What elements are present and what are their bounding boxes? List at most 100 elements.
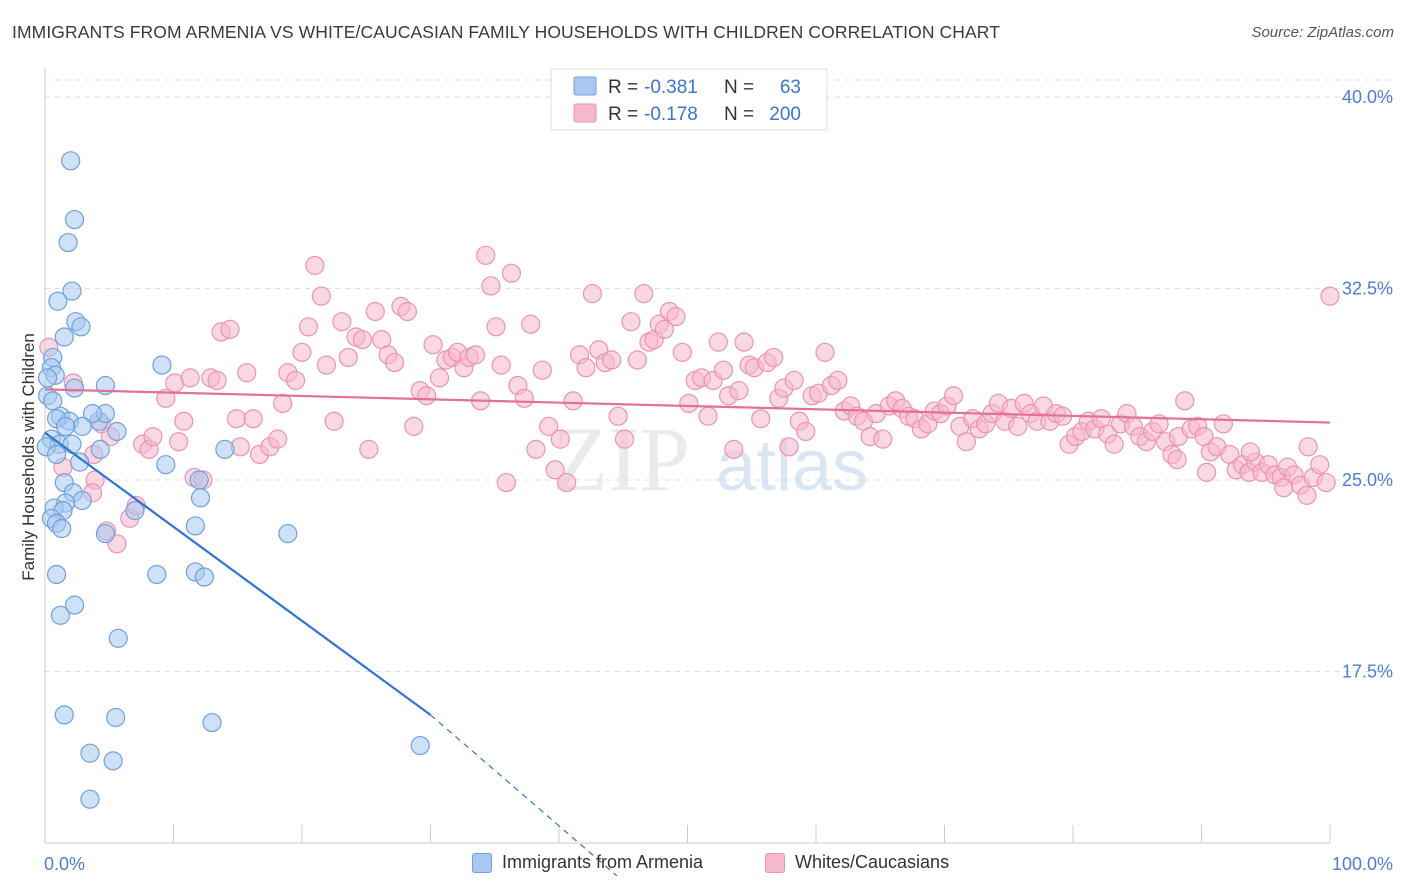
pink-point bbox=[713, 360, 734, 380]
legend-blue-swatch bbox=[573, 76, 597, 96]
legend-pink-r-value: -0.178 bbox=[644, 104, 698, 125]
blue-point bbox=[189, 470, 209, 490]
blue-point bbox=[80, 743, 100, 763]
pink-point bbox=[1316, 472, 1336, 493]
pink-point bbox=[729, 381, 749, 401]
pink-point bbox=[220, 319, 240, 339]
blue-point bbox=[194, 567, 214, 587]
legend-swatch-blue bbox=[472, 852, 492, 873]
pink-point bbox=[1167, 449, 1187, 470]
pink-point bbox=[1175, 391, 1195, 411]
pink-point bbox=[476, 245, 496, 265]
pink-point bbox=[496, 472, 516, 493]
blue-point bbox=[50, 605, 71, 625]
blue-point bbox=[43, 391, 63, 411]
legend-pink-swatch bbox=[573, 103, 597, 123]
pink-point bbox=[873, 429, 893, 449]
blue-point bbox=[185, 516, 205, 536]
pink-point bbox=[143, 426, 163, 447]
blue-trend-extension bbox=[430, 714, 618, 877]
pink-point bbox=[332, 312, 352, 332]
pink-point bbox=[243, 409, 263, 429]
legend-pink-n-value: 200 bbox=[769, 104, 801, 125]
pink-point bbox=[563, 391, 583, 411]
blue-point bbox=[54, 705, 74, 725]
y-tick-label: 25.0% bbox=[1342, 470, 1393, 490]
pink-point bbox=[614, 429, 635, 449]
legend-blue-n-label: N = bbox=[724, 77, 754, 98]
trend-lines bbox=[44, 388, 1331, 877]
pink-point bbox=[608, 406, 628, 426]
y-tick-label: 17.5% bbox=[1342, 662, 1393, 682]
pink-point bbox=[521, 314, 541, 334]
blue-point bbox=[107, 421, 127, 442]
legend-item-armenia: Immigrants from Armenia bbox=[472, 852, 703, 873]
pink-point bbox=[532, 360, 552, 380]
pink-point bbox=[1274, 478, 1294, 498]
blue-point bbox=[156, 455, 176, 475]
pink-point bbox=[779, 437, 799, 457]
blue-point bbox=[64, 209, 85, 230]
pink-point bbox=[465, 345, 486, 365]
pink-point bbox=[501, 263, 522, 283]
pink-point bbox=[1240, 442, 1260, 462]
pink-point bbox=[1197, 462, 1217, 482]
pink-point bbox=[324, 411, 344, 431]
pink-point bbox=[1104, 434, 1124, 454]
pink-point bbox=[734, 332, 754, 352]
blue-point bbox=[147, 564, 167, 585]
blue-trend-line bbox=[44, 431, 432, 716]
pink-point bbox=[237, 363, 257, 383]
blue-point bbox=[410, 735, 430, 756]
blue-point bbox=[82, 404, 103, 424]
blue-point bbox=[55, 416, 76, 436]
pink-point bbox=[397, 301, 417, 322]
pink-point bbox=[359, 439, 379, 459]
blue-point bbox=[62, 434, 82, 454]
blue-point bbox=[46, 564, 67, 585]
pink-point bbox=[384, 352, 405, 373]
pink-point bbox=[311, 286, 331, 306]
legend-swatch-pink bbox=[765, 852, 785, 873]
pink-point bbox=[417, 386, 437, 406]
pink-point bbox=[784, 370, 804, 391]
pink-point bbox=[576, 358, 596, 378]
legend-blue-r-label: R = bbox=[608, 77, 638, 98]
source-label: Source: ZipAtlas.com bbox=[1251, 24, 1394, 41]
pink-point bbox=[602, 350, 622, 370]
y-axis-label: Family Households with Children bbox=[19, 333, 38, 581]
blue-point bbox=[190, 488, 211, 508]
y-tick-label: 32.5% bbox=[1342, 279, 1393, 299]
blue-point bbox=[58, 232, 78, 253]
pink-point bbox=[634, 284, 654, 304]
blue-point bbox=[80, 789, 100, 809]
pink-point bbox=[267, 429, 288, 449]
pink-point bbox=[1298, 437, 1318, 457]
pink-point bbox=[174, 411, 194, 431]
pink-point bbox=[1008, 416, 1028, 436]
blue-point bbox=[64, 595, 85, 615]
blue-point bbox=[61, 151, 81, 171]
pink-point bbox=[404, 416, 424, 436]
blue-point bbox=[108, 628, 128, 648]
pink-point bbox=[316, 355, 337, 375]
blue-point bbox=[278, 524, 298, 544]
blue-point bbox=[152, 355, 172, 375]
pink-point bbox=[627, 350, 647, 370]
legend-blue-r-value: -0.381 bbox=[644, 77, 698, 98]
pink-point bbox=[429, 368, 450, 388]
pink-point bbox=[338, 347, 358, 368]
pink-point bbox=[545, 460, 565, 480]
pink-point bbox=[180, 368, 200, 388]
pink-point bbox=[423, 335, 443, 355]
pink-point bbox=[796, 421, 816, 442]
blue-point bbox=[125, 501, 145, 521]
pink-point bbox=[352, 329, 372, 350]
pink-point bbox=[621, 312, 641, 332]
pink-point bbox=[481, 276, 501, 296]
pink-point bbox=[292, 342, 312, 362]
pink-point bbox=[305, 255, 325, 276]
pink-point bbox=[491, 355, 511, 375]
pink-point bbox=[514, 388, 534, 408]
